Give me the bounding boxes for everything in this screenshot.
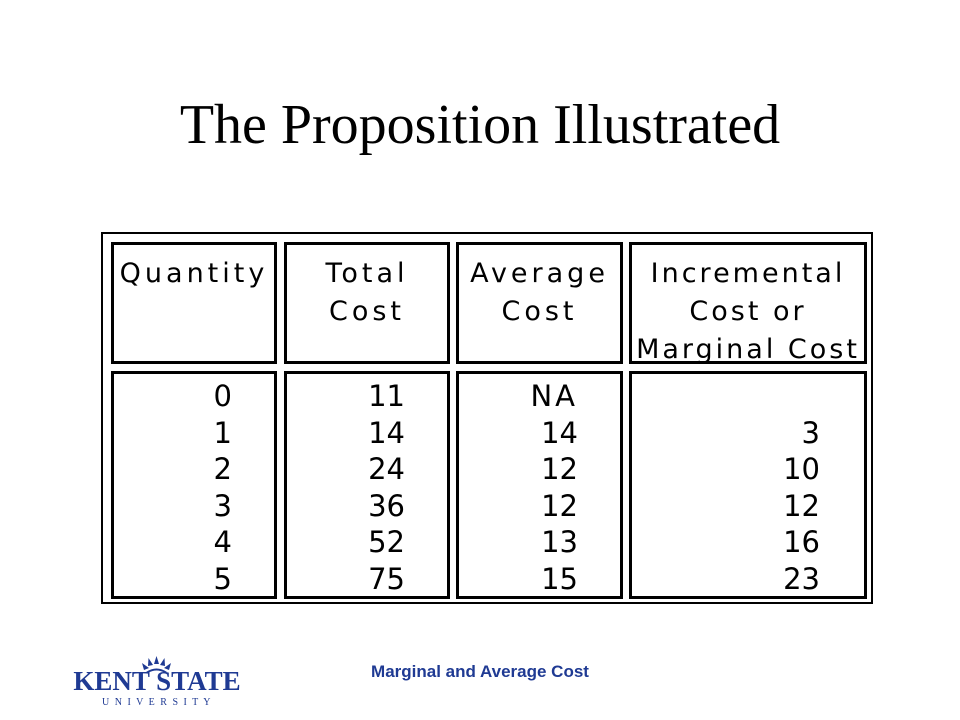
slide-title: The Proposition Illustrated <box>179 94 781 156</box>
cell-value: 4 <box>213 525 232 559</box>
cell-value: 13 <box>541 525 578 559</box>
cell-value: 12 <box>783 488 820 523</box>
logo-subtitle: U N I V E R S I T Y <box>102 697 212 708</box>
column-quantity: 0 1 2 3 4 5 <box>111 371 277 599</box>
cell-value: ​ <box>632 378 820 415</box>
header-line: Marginal Cost <box>636 334 860 365</box>
cell-value: 5 <box>213 561 232 596</box>
header-line: Cost <box>501 296 578 327</box>
cell-value: 52 <box>368 525 405 559</box>
cell-value: 75 <box>368 561 405 596</box>
column-average-cost: NA 14 12 12 13 15 <box>456 371 623 599</box>
header-line: Cost <box>328 296 406 327</box>
footer-caption: Marginal and Average Cost <box>371 662 589 681</box>
cell-value: 23 <box>783 561 820 596</box>
cell-value: 2 <box>213 452 232 486</box>
cell-value: 10 <box>783 452 820 486</box>
cell-value: 14 <box>541 415 578 450</box>
cell-value: 12 <box>541 452 578 486</box>
header-marginal-cost: Incremental Cost or Marginal Cost <box>629 242 867 365</box>
cell-value: 16 <box>783 525 820 559</box>
header-average-cost: Average Cost <box>456 242 623 364</box>
cell-value: 15 <box>541 561 578 596</box>
cell-value: 0 <box>213 379 232 413</box>
header-line: Incremental <box>650 258 846 289</box>
cell-value: 12 <box>541 488 578 523</box>
header-total-cost: Total Cost <box>284 242 450 364</box>
logo-wordmark: KENT STATE <box>73 666 240 696</box>
cell-value: 14 <box>368 415 405 450</box>
cell-value: 36 <box>368 488 405 523</box>
header-line: Quantity <box>119 258 269 289</box>
cell-value: 24 <box>368 452 405 486</box>
column-total-cost: 11 14 24 36 52 75 <box>284 371 450 599</box>
cell-value: 3 <box>213 488 232 523</box>
header-quantity: Quantity <box>111 242 277 364</box>
cost-table: Quantity Total Cost Average Cost Increme… <box>101 232 873 604</box>
cell-value: 11 <box>368 379 405 413</box>
header-line: Cost or <box>689 296 807 327</box>
logo-flame-icon <box>142 656 171 673</box>
cell-value: NA <box>530 379 578 413</box>
column-marginal-cost: ​ 3 10 12 16 23 <box>629 371 867 599</box>
header-line: Average <box>470 258 609 289</box>
kent-state-logo: KENT STATE U N I V E R S I T Y <box>73 656 241 708</box>
cell-value: 3 <box>801 415 820 450</box>
cell-value: 1 <box>213 415 232 450</box>
header-line: Total <box>325 258 409 289</box>
